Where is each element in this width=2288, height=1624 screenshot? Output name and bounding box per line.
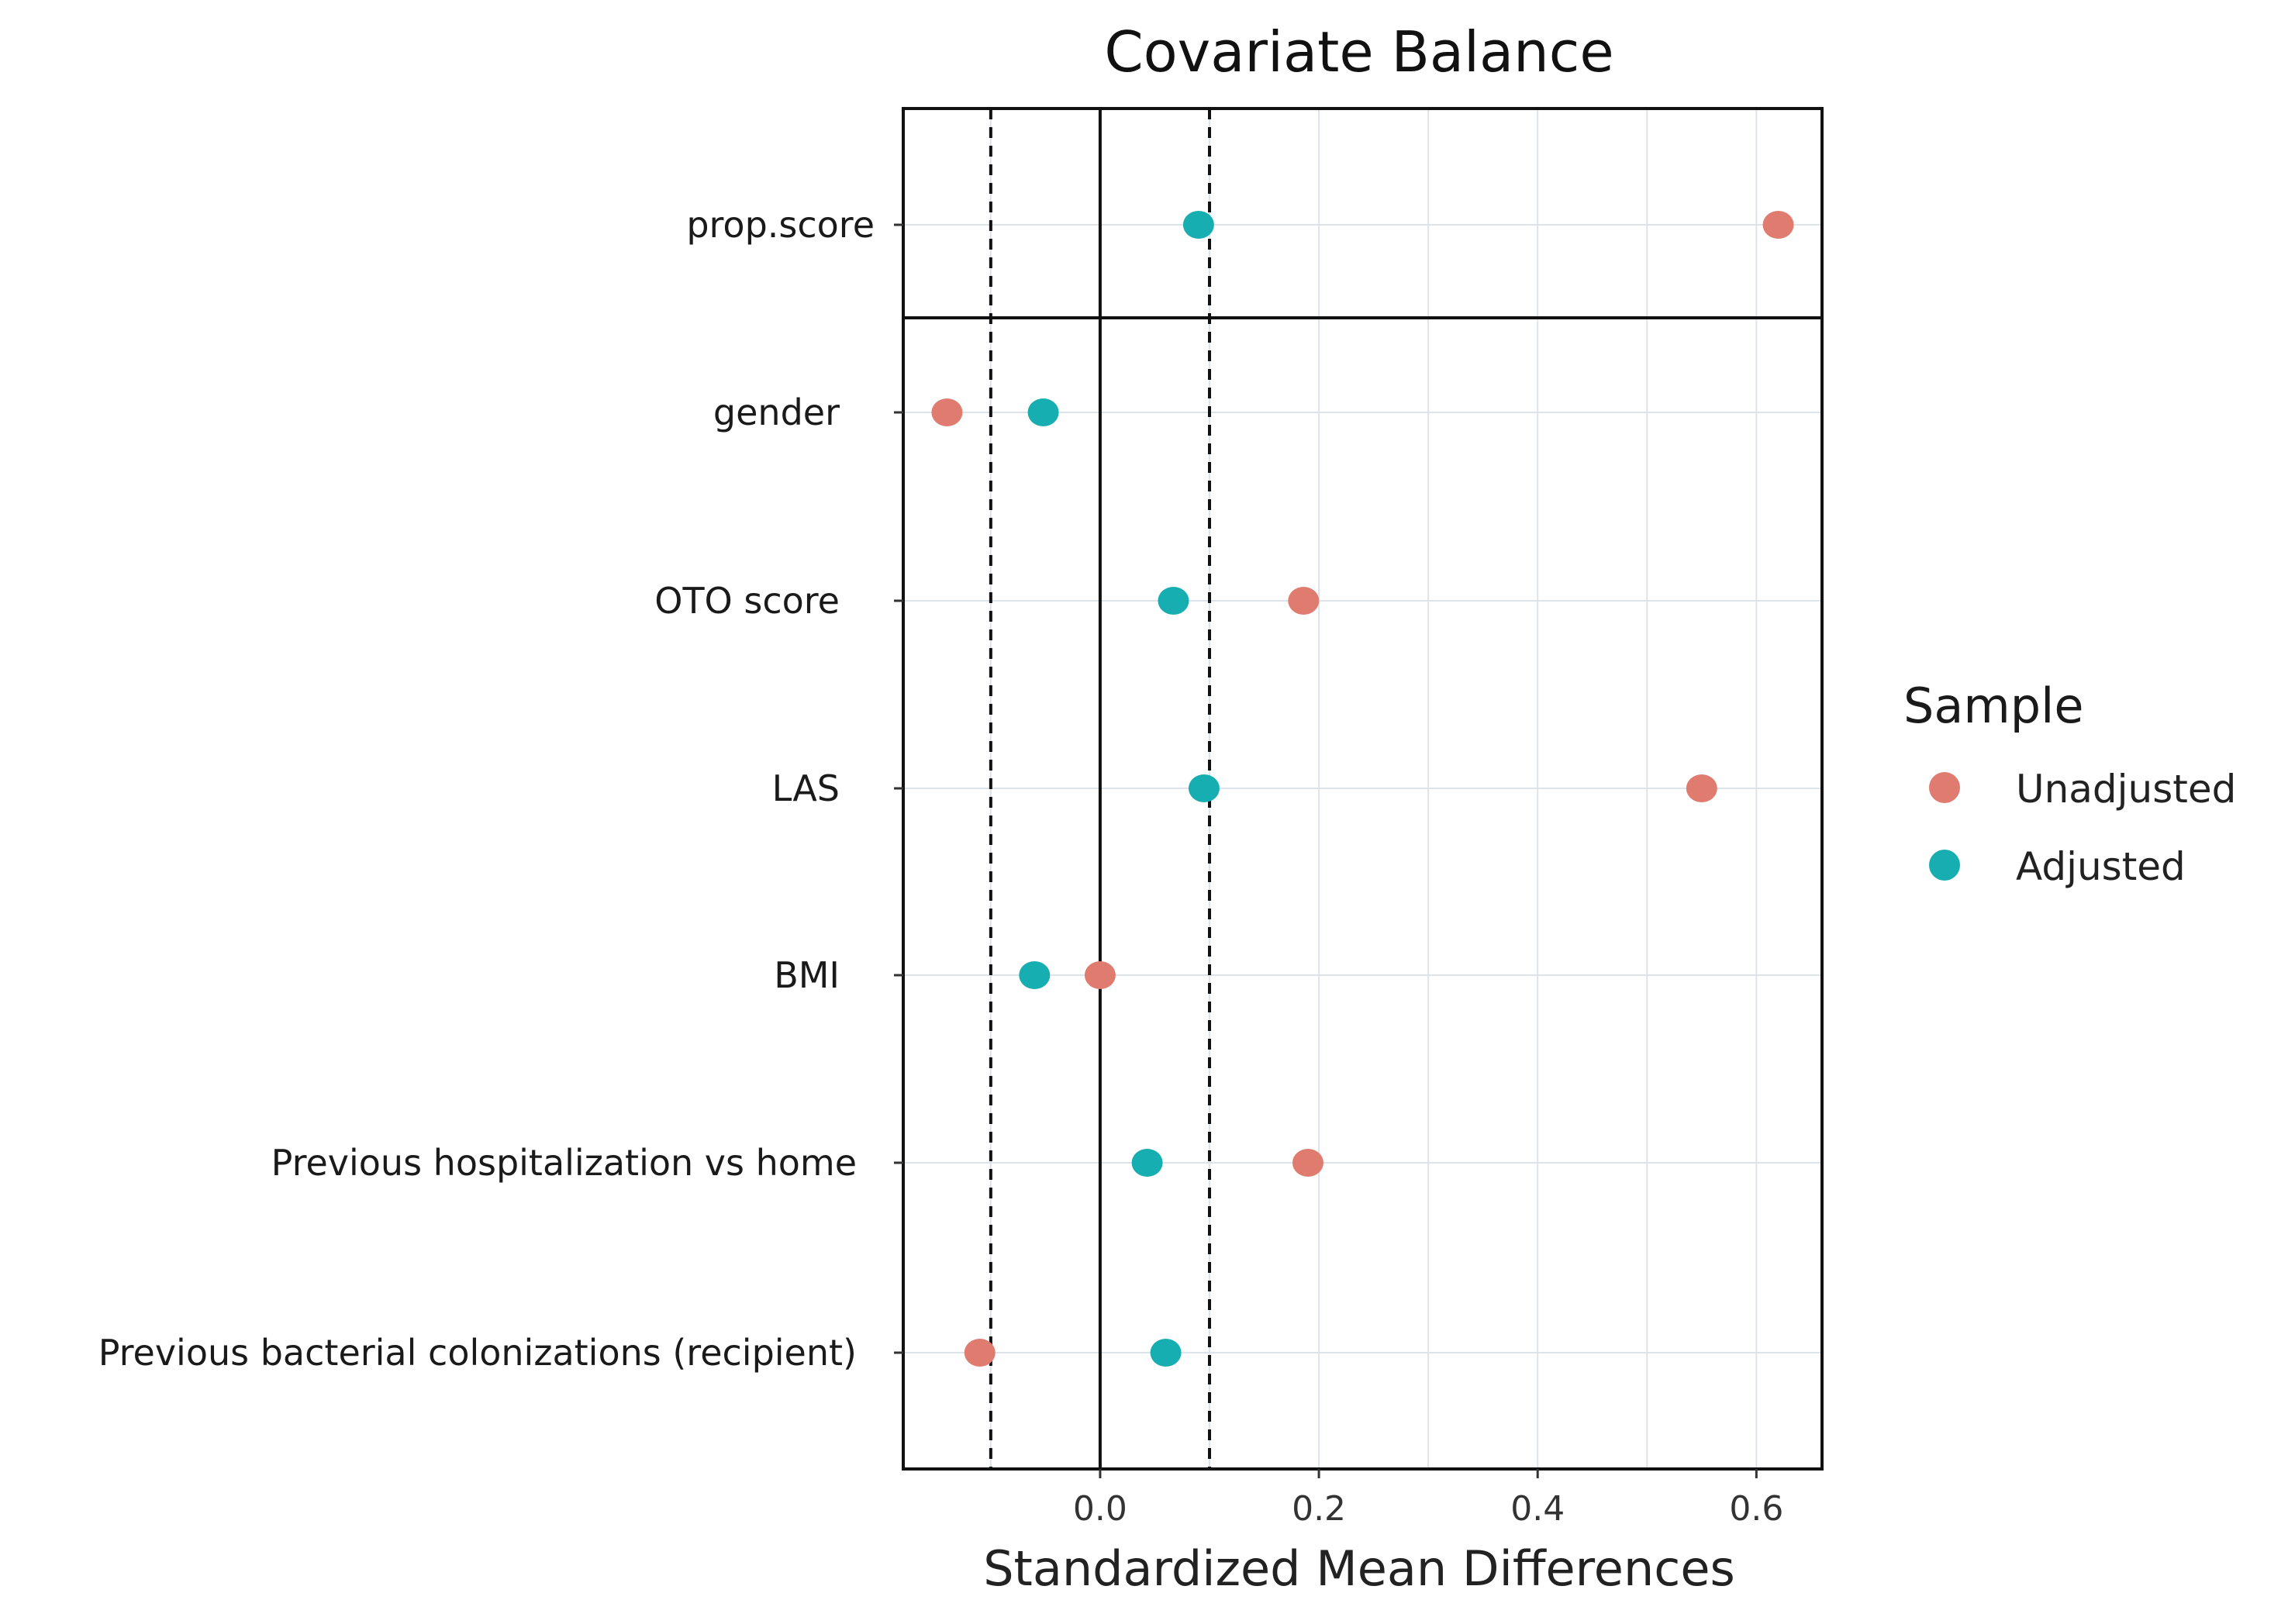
bottom-panel-frame <box>902 316 1824 1471</box>
x-tick-label: 0.2 <box>1292 1489 1346 1529</box>
x-tick-label: 0.6 <box>1729 1489 1783 1529</box>
point-adjusted <box>1150 1339 1182 1367</box>
legend-title: Sample <box>1903 678 2083 734</box>
point-unadjusted <box>964 1339 996 1367</box>
legend-adjusted-label: Adjusted <box>2016 844 2186 889</box>
panel-frames <box>902 107 1824 1471</box>
grid-lines <box>903 109 1822 1469</box>
x-tick-label: 0.4 <box>1510 1489 1565 1529</box>
point-adjusted <box>1158 587 1189 615</box>
legend: Sample Unadjusted Adjusted <box>1903 678 2236 889</box>
covariate-label: OTO score <box>654 580 840 622</box>
legend-adjusted-marker <box>1929 850 1960 881</box>
chart-title: Covariate Balance <box>1104 19 1613 84</box>
x-axis: 0.0 0.2 0.4 0.6 <box>1073 1469 1783 1529</box>
top-panel-frame <box>902 107 1824 319</box>
point-unadjusted <box>1288 587 1320 615</box>
point-adjusted <box>1188 774 1220 802</box>
point-adjusted <box>1131 1149 1163 1177</box>
x-tick-label: 0.0 <box>1073 1489 1127 1529</box>
covariate-label: LAS <box>772 767 840 809</box>
x-axis-label: Standardized Mean Differences <box>983 1540 1735 1597</box>
covariate-label: gender <box>713 391 840 433</box>
legend-unadjusted-marker <box>1929 772 1960 803</box>
point-adjusted <box>1019 961 1051 989</box>
point-unadjusted <box>1686 774 1717 802</box>
covariate-label: Previous hospitalization vs home <box>271 1142 857 1184</box>
point-unadjusted <box>1084 961 1116 989</box>
legend-unadjusted-label: Unadjusted <box>2016 767 2236 812</box>
point-adjusted <box>1027 398 1059 426</box>
covariate-labels: prop.score gender OTO score LAS BMI Previous … <box>98 204 903 1374</box>
point-adjusted <box>1182 211 1214 239</box>
covariate-label: Previous bacterial colonizations (recipi… <box>98 1332 857 1374</box>
point-unadjusted <box>931 398 963 426</box>
point-unadjusted <box>1762 211 1794 239</box>
point-unadjusted <box>1292 1149 1323 1177</box>
covariate-label: prop.score <box>686 204 875 246</box>
covariate-label: BMI <box>774 954 840 996</box>
data-points <box>931 211 1794 1367</box>
